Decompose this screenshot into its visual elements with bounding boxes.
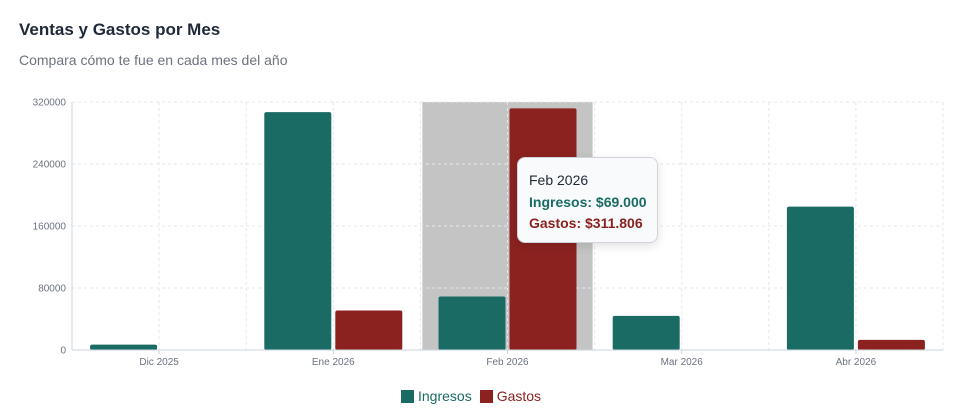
bar-ingresos-ene-2026: [264, 112, 332, 350]
bar-ingresos-abr-2026: [786, 206, 854, 350]
chart-subtitle: Compara cómo te fue en cada mes del año: [19, 52, 288, 68]
y-tick-label: 0: [60, 346, 66, 357]
tooltip-title: Feb 2026: [529, 172, 589, 188]
legend-item-gastos[interactable]: Gastos: [479, 388, 542, 404]
x-tick-label: Feb 2026: [486, 357, 529, 368]
bar-ingresos-dic-2025: [90, 344, 158, 350]
y-tick-label: 160000: [33, 222, 67, 233]
y-tick-label: 240000: [33, 160, 67, 171]
chart-title: Ventas y Gastos por Mes: [19, 20, 221, 39]
chart-legend: Ingresos Gastos: [401, 388, 541, 404]
bar-gastos-abr-2026: [857, 339, 925, 350]
y-tick-label: 80000: [38, 284, 66, 295]
bar-gastos-ene-2026: [335, 310, 403, 350]
tooltip-gastos: Gastos: $311.806: [529, 215, 643, 231]
bar-ingresos-mar-2026: [612, 315, 680, 350]
x-tick-label: Abr 2026: [836, 357, 877, 368]
chart-tooltip: Feb 2026 Ingresos: $69.000 Gastos: $311.…: [517, 157, 658, 243]
x-tick-label: Dic 2025: [139, 357, 179, 368]
legend-item-ingresos[interactable]: Ingresos: [401, 388, 472, 404]
x-tick-label: Mar 2026: [661, 357, 704, 368]
legend-swatch-gastos: [479, 389, 493, 403]
x-tick-label: Ene 2026: [312, 357, 355, 368]
y-tick-label: 320000: [33, 98, 67, 109]
legend-label-ingresos: Ingresos: [418, 388, 472, 404]
tooltip-ingresos: Ingresos: $69.000: [529, 194, 647, 210]
bar-ingresos-feb-2026: [438, 296, 506, 350]
legend-swatch-ingresos: [401, 389, 414, 403]
legend-label-gastos: Gastos: [496, 388, 542, 404]
